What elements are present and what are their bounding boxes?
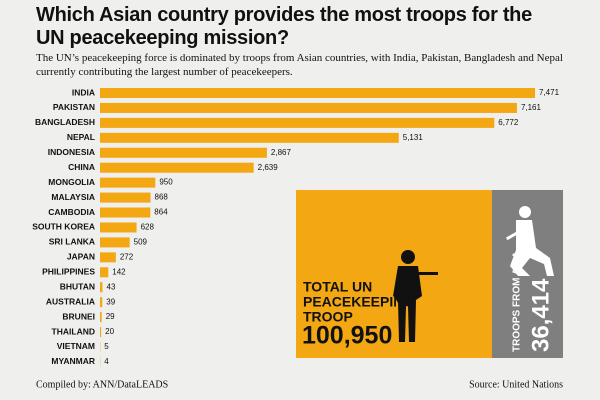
value-label: 29 — [106, 312, 115, 321]
kneel-body — [510, 220, 554, 276]
footer-right: Source: United Nations — [469, 379, 563, 390]
value-label: 6,772 — [498, 118, 519, 127]
category-label: PHILIPPINES — [42, 267, 95, 277]
value-label: 864 — [154, 208, 168, 217]
category-label: SOUTH KOREA — [32, 222, 95, 232]
soldier-silhouette — [393, 250, 438, 342]
category-label: AUSTRALIA — [46, 296, 95, 306]
footer-left: Compiled by: ANN/DataLEADS — [36, 379, 168, 390]
value-label: 868 — [155, 193, 169, 202]
category-label: INDONESIA — [48, 147, 95, 157]
value-label: 7,471 — [539, 88, 560, 97]
value-label: 142 — [112, 267, 126, 276]
total-box — [296, 190, 492, 358]
value-label: 39 — [106, 297, 115, 306]
category-label: CHINA — [68, 162, 95, 172]
soldier-head — [401, 250, 415, 264]
value-label: 509 — [134, 238, 148, 247]
category-label: JAPAN — [67, 252, 95, 262]
value-label: 43 — [107, 282, 116, 291]
bar — [100, 252, 116, 263]
category-label: BANGLADESH — [35, 117, 95, 127]
bar — [100, 297, 103, 308]
total-label: TROOP — [303, 309, 353, 325]
category-label: SRI LANKA — [49, 237, 95, 247]
value-label: 7,161 — [521, 103, 542, 112]
bar — [100, 267, 109, 278]
kneeling-silhouette — [505, 206, 554, 276]
category-label: CAMBODIA — [48, 207, 95, 217]
bar — [100, 88, 535, 98]
bar — [100, 192, 151, 203]
value-label: 2,867 — [271, 148, 292, 157]
bar — [100, 207, 151, 218]
chart-title: Which Asian country provides the most tr… — [36, 4, 532, 49]
category-label: MONGOLIA — [48, 177, 95, 187]
total-value: 100,950 — [302, 322, 392, 350]
category-label: THAILAND — [52, 326, 95, 336]
bar — [100, 132, 399, 143]
value-label: 628 — [141, 223, 155, 232]
category-label: BHUTAN — [60, 281, 95, 291]
kneel-head — [519, 206, 531, 218]
value-label: 5,131 — [403, 133, 424, 142]
bar — [100, 177, 156, 188]
bar — [100, 222, 137, 233]
bar — [100, 237, 130, 248]
asia-label: TROOPS FROM ASIA — [512, 251, 523, 352]
category-label: VIETNAM — [57, 341, 95, 351]
value-label: 5 — [104, 342, 109, 351]
category-label: MYANMAR — [51, 356, 95, 366]
soldier-body — [393, 266, 422, 342]
value-label: 2,639 — [258, 163, 279, 172]
category-label: INDIA — [72, 87, 95, 97]
bar — [100, 162, 254, 173]
category-label: PAKISTAN — [53, 102, 95, 112]
category-label: BRUNEI — [62, 311, 95, 321]
bar — [100, 117, 495, 128]
asia-value: 36,414 — [527, 278, 554, 352]
category-label: MALAYSIA — [51, 192, 95, 202]
bar — [100, 282, 103, 293]
soldier-rifle — [410, 272, 438, 275]
bar — [100, 327, 102, 338]
bar — [100, 102, 517, 113]
total-label: TOTAL UN — [303, 279, 372, 295]
total-label: PEACEKEEPING — [303, 294, 414, 310]
value-label: 272 — [120, 252, 134, 261]
bar — [100, 312, 102, 323]
value-label: 950 — [159, 178, 173, 187]
category-label: NEPAL — [67, 132, 95, 142]
value-label: 4 — [104, 357, 109, 366]
chart-subtitle: The UN’s peacekeeping force is dominated… — [36, 52, 563, 78]
bar — [100, 147, 267, 158]
kneel-rifle — [505, 226, 527, 241]
value-label: 20 — [105, 327, 114, 336]
